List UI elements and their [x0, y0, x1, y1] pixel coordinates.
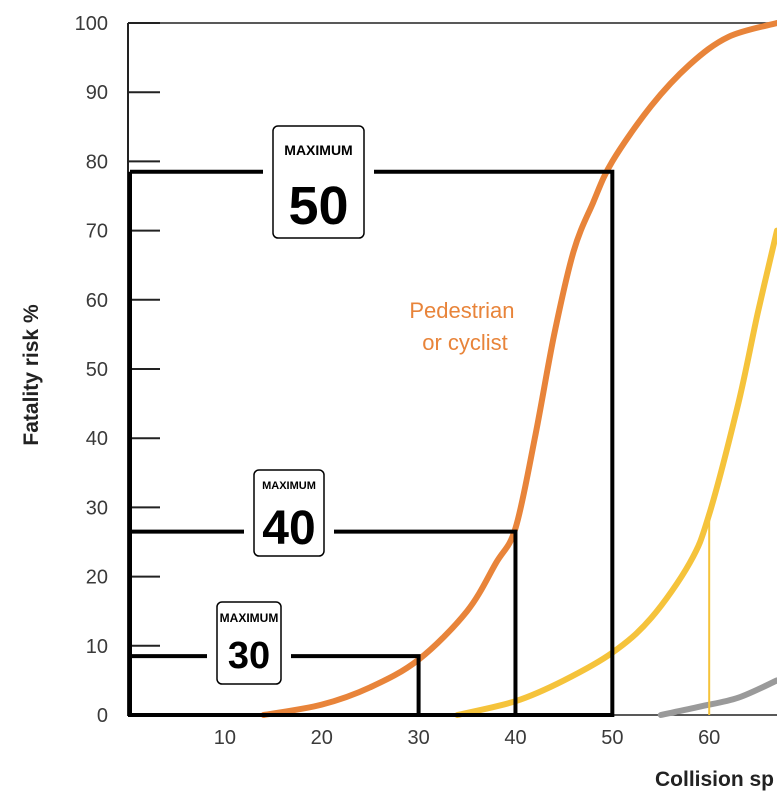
- sign-speed-value: 30: [228, 635, 270, 677]
- y-axis-ticks: 0 10 20 30 40 50 60 70 80 90 100: [75, 13, 160, 727]
- series-line-2: [657, 677, 777, 718]
- y-tick-label: 50: [86, 359, 108, 381]
- x-axis-ticks: 10 20 30 40 50 60: [214, 727, 721, 749]
- y-tick-label: 70: [86, 221, 108, 243]
- y-tick-label: 0: [97, 705, 108, 727]
- sign-speed-value: 40: [262, 502, 315, 555]
- series-line-0: [260, 20, 777, 718]
- y-tick-label: 10: [86, 636, 108, 658]
- sign-maximum-label: MAXIMUM: [284, 142, 352, 158]
- y-tick-label: 60: [86, 290, 108, 312]
- y-tick-label: 80: [86, 151, 108, 173]
- y-tick-label: 20: [86, 567, 108, 589]
- speed-limit-signs: MAXIMUM 30 MAXIMUM 40 MAXIMUM 50: [207, 125, 374, 685]
- x-tick-label: 10: [214, 727, 236, 749]
- series-line-1: [454, 227, 777, 718]
- speed-limit-sign-30: [216, 601, 282, 685]
- y-tick-label: 90: [86, 82, 108, 104]
- sign-maximum-label: MAXIMUM: [220, 611, 279, 625]
- series-lines: [260, 20, 777, 718]
- speed-limit-sign-40: [253, 469, 325, 557]
- x-tick-label: 20: [311, 727, 333, 749]
- x-tick-label: 30: [407, 727, 429, 749]
- labels: Fatality risk % Collision sp Pedestrian …: [20, 298, 774, 791]
- sign-speed-value: 50: [288, 176, 348, 236]
- speed-limit-sign-50: [272, 125, 365, 239]
- y-tick-label: 100: [75, 13, 108, 35]
- y-axis-title: Fatality risk %: [20, 304, 43, 446]
- y-tick-label: 40: [86, 428, 108, 450]
- speed-limit-boxes: [128, 169, 615, 717]
- x-tick-label: 50: [601, 727, 623, 749]
- x-tick-label: 40: [504, 727, 526, 749]
- series-label-line-2: or cyclist: [422, 330, 508, 355]
- sign-maximum-label: MAXIMUM: [262, 480, 316, 492]
- speed-limit-box-50: [128, 169, 615, 717]
- series-label-line-1: Pedestrian: [409, 298, 514, 323]
- y-tick-label: 30: [86, 497, 108, 519]
- x-axis-title: Collision sp: [655, 768, 774, 791]
- series-label-pedestrian: Pedestrian or cyclist: [409, 298, 520, 355]
- x-tick-label: 60: [698, 727, 720, 749]
